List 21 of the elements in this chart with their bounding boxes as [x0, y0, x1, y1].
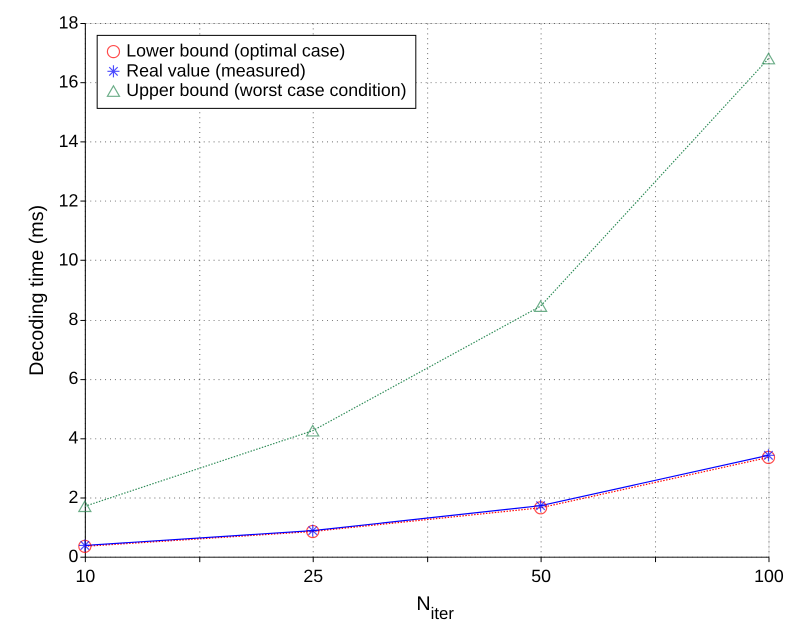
y-tick-label: 2	[68, 486, 78, 507]
y-tick-label: 10	[58, 250, 79, 270]
x-tick-label: 25	[303, 566, 324, 586]
x-tick-label: 100	[754, 566, 784, 586]
y-tick-label: 6	[68, 368, 79, 388]
legend-label: Upper bound (worst case condition)	[126, 80, 406, 100]
y-tick-label: 16	[58, 72, 79, 92]
y-axis-title: Decoding time (ms)	[26, 204, 48, 376]
y-tick-label: 4	[68, 428, 79, 448]
y-tick-label: 8	[68, 308, 79, 329]
y-tick-label: 0	[68, 546, 79, 566]
legend-label: Lower bound (optimal case)	[126, 40, 346, 61]
x-tick-label: 50	[531, 566, 552, 586]
y-tick-label: 14	[58, 131, 79, 152]
point	[534, 300, 548, 312]
legend-label: Real value (measured)	[126, 60, 306, 80]
point	[78, 500, 92, 512]
y-tick-label: 18	[58, 12, 79, 32]
point	[762, 52, 776, 64]
y-tick-label: 12	[58, 190, 78, 210]
point	[306, 424, 320, 437]
